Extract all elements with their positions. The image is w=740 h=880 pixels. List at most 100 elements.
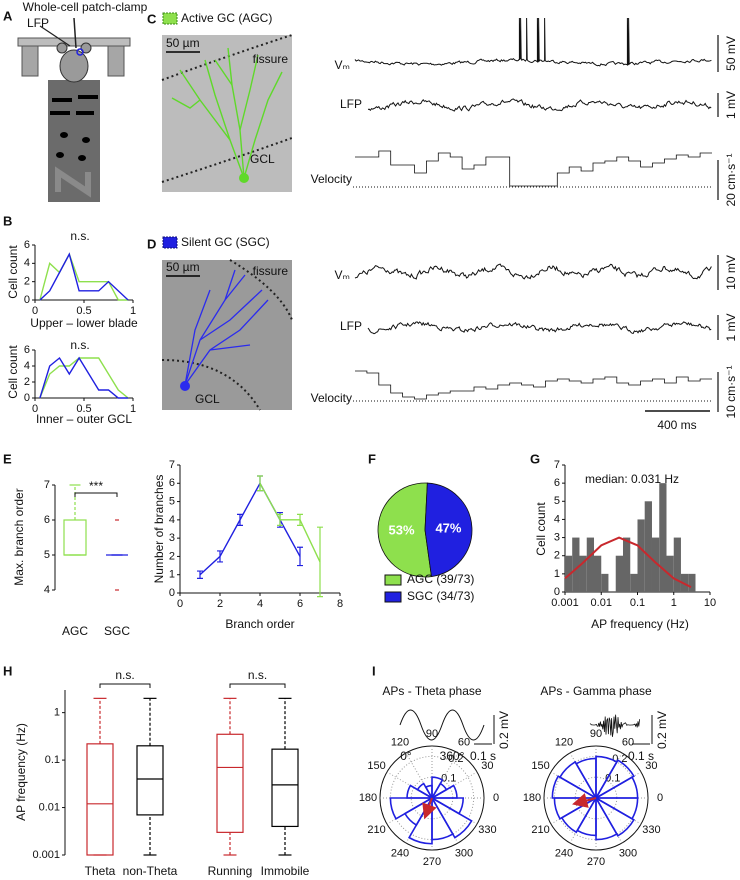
y-tick-label: 6 — [44, 514, 50, 526]
angle-tick-label: 210 — [531, 824, 549, 836]
error-bar — [277, 513, 283, 526]
x-axis-label: Branch order — [225, 617, 294, 631]
angle-tick-label: 180 — [523, 792, 541, 804]
angle-tick-label: 90 — [426, 728, 438, 740]
significance-bracket — [229, 683, 286, 688]
head-bar — [17, 37, 131, 47]
y-tick-label: 1 — [54, 707, 60, 719]
y-tick-label: 6 — [554, 477, 560, 489]
histogram-bar — [579, 555, 587, 592]
y-tick-label: 4 — [554, 513, 560, 525]
cue — [78, 95, 98, 99]
trace — [367, 98, 712, 112]
cue — [56, 152, 64, 158]
scale-label: 1 mV — [724, 91, 738, 119]
x-axis-label: Inner – outer GCL — [36, 412, 132, 426]
y-axis-label: Cell count — [534, 502, 548, 556]
histogram-bar — [644, 501, 652, 592]
legend-text: AGC (39/73) — [407, 572, 474, 586]
y-tick-label: 3 — [169, 532, 175, 544]
y-tick-label: 5 — [554, 495, 560, 507]
phase-label: 0° — [400, 749, 412, 763]
x-axis-label: AP frequency (Hz) — [591, 617, 689, 631]
error-bar — [197, 570, 203, 579]
histogram-bar — [622, 537, 631, 592]
post — [21, 45, 39, 77]
chart-title: APs - Theta phase — [382, 684, 481, 698]
trace-label: Vₘ — [335, 268, 350, 282]
trace — [367, 321, 712, 335]
mean-vector — [422, 797, 437, 820]
y-axis-label: Cell count — [6, 245, 20, 299]
legend-text: SGC (34/73) — [407, 589, 474, 603]
histogram-bar — [586, 537, 595, 592]
legend-swatch — [384, 591, 402, 603]
sine-wave — [399, 709, 485, 741]
y-tick-label: 2 — [24, 276, 30, 288]
angle-tick-label: 300 — [455, 847, 473, 859]
y-tick-label: 6 — [169, 477, 175, 489]
panel-label: F — [368, 451, 376, 466]
fissure-line — [229, 259, 293, 321]
cue — [50, 111, 70, 115]
y-tick-label: 4 — [44, 584, 50, 596]
error-bar — [257, 475, 263, 492]
region-label: fissure — [253, 264, 289, 278]
mouse — [59, 49, 89, 83]
angle-tick-label: 240 — [555, 847, 573, 859]
x-tick-label: 1 — [130, 403, 136, 415]
x-tick-label: 4 — [257, 598, 263, 610]
neuron — [184, 269, 269, 386]
x-axis-label: Upper – lower blade — [30, 316, 138, 330]
x-tick-label: 10 — [704, 597, 716, 609]
y-tick-label: 1 — [169, 569, 175, 581]
y-tick-label: 0.1 — [45, 754, 60, 766]
rose-sector — [593, 759, 635, 801]
chart-title: n.s. — [70, 229, 89, 243]
histogram-bar — [594, 555, 602, 592]
annotation: n.s. — [115, 668, 134, 682]
panel-label: D — [147, 236, 156, 251]
trace-label: LFP — [340, 319, 362, 333]
angle-tick-label: 150 — [367, 760, 385, 772]
box — [271, 748, 299, 828]
cue — [78, 155, 86, 161]
x-tick-label: 2 — [217, 598, 223, 610]
pipette — [73, 17, 77, 49]
y-tick-label: 1 — [554, 568, 560, 580]
histogram-bar — [637, 519, 645, 592]
panel-label: H — [3, 663, 12, 678]
scale-label: 0.1 s — [628, 749, 654, 763]
histogram-bar — [651, 537, 660, 592]
x-tick-label: 0.01 — [591, 597, 612, 609]
radial-tick-label: 0.1 — [441, 772, 456, 784]
radial-tick-label: 0.2 — [448, 753, 463, 765]
series-line — [39, 252, 129, 301]
scale-label: 50 mV — [724, 36, 738, 71]
x-tick-label: 1 — [671, 597, 677, 609]
scale-label: 10 cm·s⁻¹ — [724, 365, 738, 418]
histogram-bar — [615, 555, 623, 592]
y-tick-label: 0 — [24, 392, 30, 404]
rose-sector — [553, 797, 599, 820]
trace — [354, 263, 712, 280]
region-label: GCL — [250, 152, 275, 166]
scale-label: 0.2 mV — [497, 711, 511, 749]
series-line — [259, 482, 321, 563]
electrode — [39, 25, 71, 47]
scale-label: 50 µm — [166, 36, 200, 50]
angle-tick-label: 0 — [493, 792, 499, 804]
y-tick-label: 0 — [24, 294, 30, 306]
mouse-ear — [80, 42, 92, 54]
significance-bracket — [99, 683, 151, 688]
angle-tick-label: 300 — [619, 847, 637, 859]
x-tick-label: 0.5 — [76, 305, 91, 317]
angle-tick-label: 180 — [359, 792, 377, 804]
annotation: LFP — [27, 16, 49, 30]
scale-label: 0.1 s — [470, 749, 496, 763]
angle-tick-label: 270 — [587, 856, 605, 868]
gcl-line — [161, 359, 261, 411]
angle-tick-label: 60 — [458, 736, 470, 748]
series-line — [39, 356, 129, 399]
angle-tick-label: 270 — [423, 856, 441, 868]
